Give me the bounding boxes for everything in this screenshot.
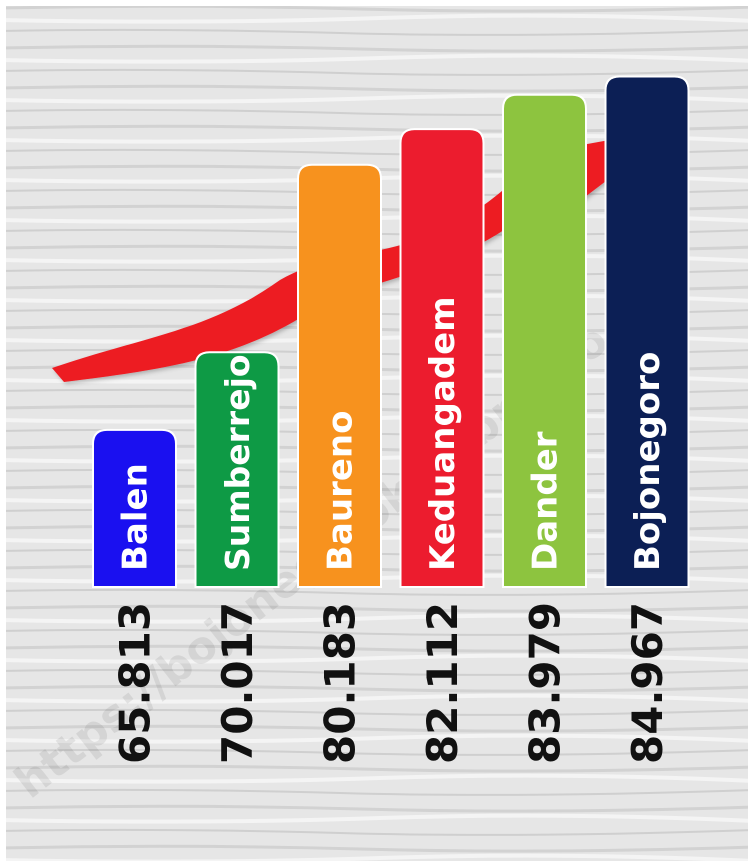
bar-balen — [92, 428, 177, 588]
bar-label-bojonegoro: Bojonegoro — [628, 352, 668, 571]
bar-baureno — [297, 163, 382, 588]
bar-label-keduangadem: Keduangadem — [423, 296, 463, 571]
value-labels-group: 65.813 70.017 80.183 82.112 83.979 84.967 — [111, 602, 673, 764]
bar-sumberrejo — [194, 351, 280, 588]
value-label-bojonegoro: 84.967 — [623, 602, 672, 764]
bar-label-sumberrejo: Sumberrejo — [218, 354, 257, 571]
bar-labels-group: Balen Sumberrejo Baureno Keduangadem Dander B… — [116, 296, 668, 571]
bar-dander — [502, 93, 587, 588]
value-label-balen: 65.813 — [111, 602, 160, 764]
value-label-dander: 83.979 — [521, 602, 570, 764]
bar-keduangadem — [399, 128, 485, 588]
bars-group — [92, 75, 690, 588]
bar-bojonegoro — [604, 75, 690, 588]
value-label-sumberrejo: 70.017 — [213, 602, 262, 764]
bar-label-dander: Dander — [526, 431, 566, 571]
bar-label-balen: Balen — [116, 463, 156, 571]
value-label-baureno: 80.183 — [316, 602, 365, 764]
value-label-keduangadem: 82.112 — [418, 602, 467, 764]
bar-label-baureno: Baureno — [321, 411, 361, 571]
